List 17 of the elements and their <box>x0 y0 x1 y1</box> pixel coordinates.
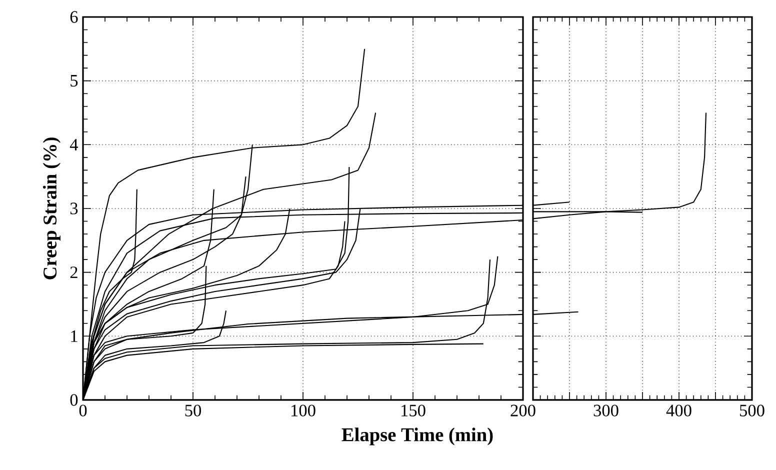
y-tick-label: 4 <box>70 138 78 150</box>
y-tick-label: 0 <box>70 394 78 406</box>
x-tick-label: 0 <box>79 404 87 416</box>
y-tick-label: 5 <box>70 75 78 87</box>
y-tick-label: 2 <box>70 266 78 278</box>
x-tick-label: 300 <box>594 404 618 416</box>
x-tick-label: 200 <box>510 404 536 416</box>
y-axis-title: Creep Strain (%) <box>42 138 60 280</box>
x-tick-label: 100 <box>292 404 316 416</box>
x-tick-label: 500 <box>740 404 764 416</box>
y-tick-label: 3 <box>70 202 78 214</box>
x-tick-label: 150 <box>402 404 426 416</box>
x-tick-label: 400 <box>666 404 692 416</box>
y-tick-label: 6 <box>70 11 78 23</box>
x-tick-label: 50 <box>185 404 202 416</box>
y-tick-label: 1 <box>71 330 78 342</box>
x-axis-title: Elapse Time (min) <box>342 428 493 446</box>
